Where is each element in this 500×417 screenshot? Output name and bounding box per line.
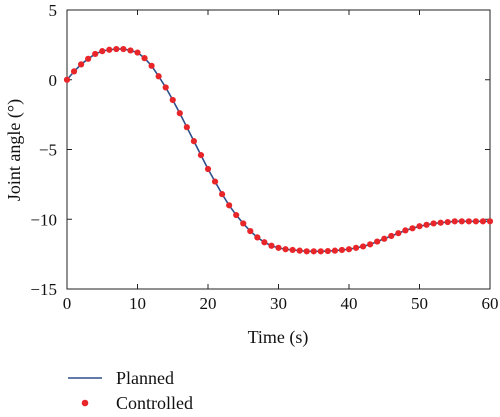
x-tick-label: 0 bbox=[63, 294, 72, 313]
controlled-point bbox=[465, 218, 472, 225]
controlled-point bbox=[423, 221, 430, 228]
controlled-point bbox=[190, 138, 197, 145]
controlled-point bbox=[444, 218, 451, 226]
controlled-point bbox=[120, 45, 127, 53]
controlled-point bbox=[451, 218, 458, 225]
controlled-point bbox=[430, 220, 437, 227]
y-axis-label: Joint angle (°) bbox=[4, 99, 25, 201]
controlled-point bbox=[162, 84, 169, 91]
controlled-point bbox=[331, 247, 338, 254]
y-tick-label: −15 bbox=[30, 280, 57, 299]
controlled-point bbox=[437, 219, 444, 226]
controlled-point bbox=[289, 246, 296, 254]
controlled-point bbox=[310, 248, 317, 255]
plot-area bbox=[66, 9, 491, 290]
controlled-point bbox=[409, 225, 416, 232]
controlled-point bbox=[261, 239, 268, 246]
controlled-point bbox=[78, 61, 85, 68]
controlled-point bbox=[211, 178, 219, 185]
controlled-point bbox=[374, 238, 381, 245]
controlled-point bbox=[113, 45, 120, 53]
x-tick-label: 10 bbox=[129, 294, 146, 313]
controlled-point bbox=[324, 247, 331, 255]
controlled-point bbox=[85, 55, 92, 62]
controlled-point bbox=[106, 46, 113, 53]
controlled-point bbox=[388, 232, 395, 240]
controlled-point bbox=[275, 244, 282, 251]
controlled-point bbox=[402, 227, 409, 234]
controlled-point bbox=[99, 48, 106, 55]
legend-marker-controlled bbox=[81, 399, 89, 407]
y-tick-label: 5 bbox=[49, 1, 58, 20]
controlled-point bbox=[169, 96, 176, 104]
controlled-point bbox=[472, 218, 479, 225]
controlled-point bbox=[148, 62, 155, 69]
controlled-point bbox=[92, 50, 99, 58]
controlled-point bbox=[479, 218, 487, 225]
controlled-point bbox=[233, 211, 240, 219]
controlled-point bbox=[197, 151, 205, 159]
controlled-point bbox=[127, 47, 134, 54]
chart-marks bbox=[63, 45, 494, 255]
controlled-point bbox=[486, 218, 494, 225]
controlled-point bbox=[303, 248, 310, 255]
x-axis-label: Time (s) bbox=[248, 327, 309, 348]
controlled-point bbox=[219, 191, 226, 198]
controlled-point bbox=[226, 202, 233, 209]
y-tick-label: −10 bbox=[30, 210, 57, 229]
controlled-point bbox=[296, 247, 303, 254]
x-tick-label: 30 bbox=[270, 294, 287, 313]
controlled-point bbox=[317, 248, 324, 255]
series-line-planned bbox=[66, 48, 490, 253]
x-tick-label: 60 bbox=[482, 294, 499, 313]
x-tick-label: 50 bbox=[411, 294, 428, 313]
controlled-point bbox=[247, 228, 254, 235]
controlled-point bbox=[458, 218, 465, 225]
legend-label-controlled: Controlled bbox=[116, 393, 193, 413]
controlled-point bbox=[70, 68, 78, 75]
controlled-point bbox=[352, 244, 360, 251]
controlled-point bbox=[240, 220, 247, 227]
controlled-point bbox=[338, 246, 346, 254]
controlled-point bbox=[367, 241, 374, 248]
x-tick-label: 40 bbox=[341, 294, 358, 313]
controlled-point bbox=[360, 243, 367, 250]
controlled-point bbox=[141, 55, 148, 62]
controlled-point bbox=[416, 223, 423, 230]
legend: Planned Controlled bbox=[68, 368, 193, 413]
controlled-point bbox=[155, 73, 162, 80]
legend-label-planned: Planned bbox=[116, 368, 174, 388]
y-tick-label: −5 bbox=[39, 141, 57, 160]
controlled-point bbox=[268, 242, 275, 249]
controlled-point bbox=[395, 230, 402, 237]
controlled-point bbox=[282, 246, 289, 253]
controlled-point bbox=[134, 49, 141, 56]
controlled-point bbox=[63, 76, 71, 83]
x-tick-label: 20 bbox=[200, 294, 217, 313]
controlled-point bbox=[381, 235, 388, 242]
controlled-point bbox=[183, 124, 190, 131]
controlled-point bbox=[254, 234, 261, 241]
y-tick-label: 0 bbox=[49, 71, 58, 90]
controlled-point bbox=[345, 246, 353, 253]
controlled-point bbox=[176, 110, 183, 117]
controlled-point bbox=[204, 165, 212, 173]
